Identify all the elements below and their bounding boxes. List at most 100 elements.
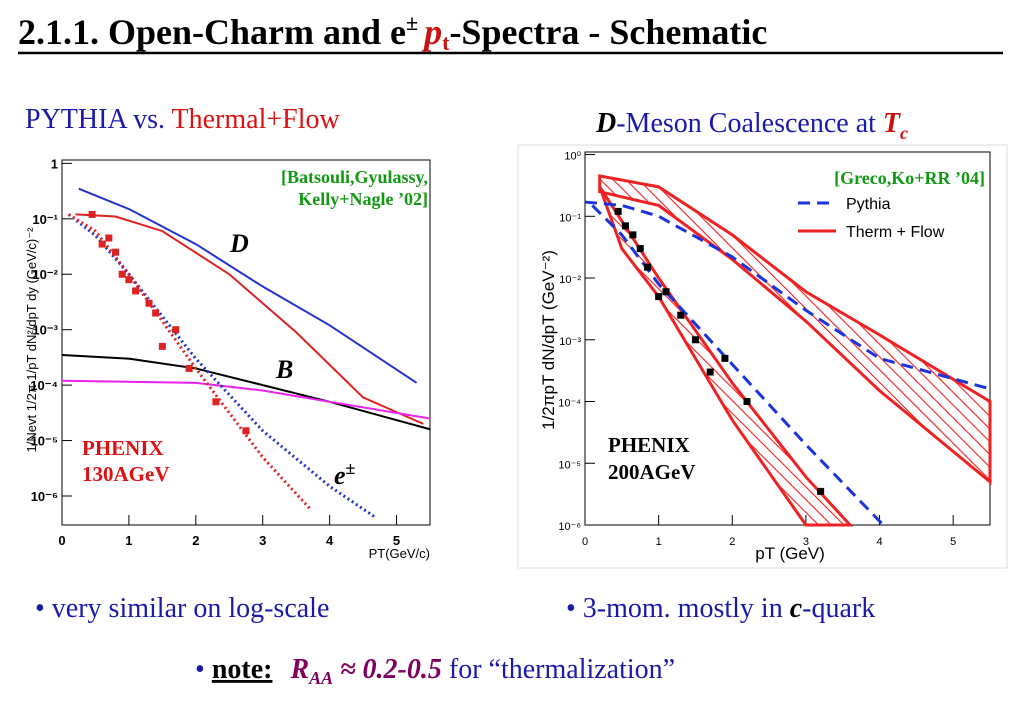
- slide-title: 2.1.1. Open-Charm and e± pt-Spectra - Sch…: [18, 10, 767, 55]
- data-point: [145, 299, 153, 307]
- curve: [67, 213, 311, 510]
- band: [598, 186, 854, 527]
- data-point: [98, 240, 106, 248]
- left-plot: 0 1 2 3 4 5 1 10⁻¹ 10⁻² 10⁻³ 10⁻⁴ 10⁻⁵ 10⁻⁶ PT(GeV/c)…: [24, 156, 431, 561]
- label-e: e: [334, 461, 346, 490]
- bullet: • very similar on log-scale: [35, 593, 329, 624]
- y-tick-label: 10⁻¹: [559, 212, 581, 224]
- curve: [61, 353, 431, 431]
- bullet: • 3-mom. mostly in c-quark: [566, 593, 875, 624]
- heading-t: T: [883, 108, 902, 139]
- right-heading: D-Meson Coalescence at Tc: [595, 108, 908, 143]
- right-figure: [517, 144, 1008, 569]
- data-point: [622, 222, 629, 230]
- reference: [Greco,Ko+RR ’04]: [834, 168, 985, 188]
- data-point: [158, 342, 166, 350]
- y-tick-label: 10⁻⁶: [31, 489, 58, 504]
- data-point: [242, 427, 250, 435]
- title-text: -Spectra - Schematic: [449, 12, 767, 52]
- title-text: 2.1.1. Open-Charm and e: [18, 12, 406, 52]
- title-sup: ±: [406, 10, 418, 35]
- heading-d: D: [595, 108, 616, 139]
- data-point: [636, 245, 644, 253]
- data-point: [185, 364, 193, 372]
- bullet: • note: RAA ≈ 0.2-0.5 for “thermalization…: [195, 654, 675, 688]
- y-tick-label: 10⁻⁵: [31, 434, 58, 449]
- x-tick-label: 4: [876, 536, 882, 548]
- plot-frame: [584, 151, 991, 526]
- x-tick-label: 5: [393, 533, 400, 548]
- bullet-text: •: [195, 654, 212, 685]
- data-point: [212, 398, 220, 406]
- data-point: [112, 248, 120, 256]
- y-tick-label: 10⁻³: [559, 336, 581, 348]
- y-tick-label: 10⁻²: [32, 267, 58, 282]
- curve-label: D: [229, 229, 249, 258]
- curve: [75, 213, 424, 425]
- legend-label: Therm + Flow: [846, 224, 945, 241]
- bullet-value: ≈ 0.2-0.5: [333, 654, 442, 685]
- bullet-text: • 3-mom. mostly in: [566, 593, 790, 624]
- x-axis-label: pT (GeV): [755, 544, 825, 563]
- data-point: [644, 263, 652, 271]
- experiment: 200AGeV: [608, 460, 696, 484]
- bullet-note: note:: [212, 654, 273, 685]
- left-figure: [15, 147, 452, 570]
- curve-label: B: [275, 355, 293, 384]
- y-tick-label: 10⁻⁴: [558, 398, 581, 410]
- experiment: PHENIX: [608, 433, 690, 457]
- band: [598, 174, 992, 486]
- bullet-c: c: [790, 593, 803, 624]
- data-point: [88, 210, 96, 218]
- x-tick-label: 5: [950, 536, 956, 548]
- experiment: PHENIX: [82, 436, 164, 460]
- data-point: [706, 368, 714, 376]
- data-point: [691, 336, 699, 344]
- x-tick-label: 2: [729, 536, 735, 548]
- x-tick-label: 0: [58, 533, 65, 548]
- bullet-text: -quark: [802, 593, 875, 624]
- curve: [584, 200, 991, 391]
- x-tick-label: 1: [125, 533, 132, 548]
- curve: [61, 379, 431, 420]
- bullet-sub: AA: [308, 668, 333, 688]
- curve: [591, 204, 885, 527]
- x-tick-label: 0: [582, 536, 588, 548]
- x-tick-label: 4: [326, 533, 334, 548]
- x-tick-label: 1: [656, 536, 662, 548]
- data-point: [721, 354, 729, 362]
- heading-text: -Meson Coalescence at: [616, 108, 883, 139]
- label-pm: ±: [346, 458, 356, 478]
- experiment: 130AGeV: [82, 462, 170, 486]
- data-point: [152, 309, 160, 317]
- x-tick-label: 2: [192, 533, 199, 548]
- y-axis-label: 1/2πpT dN/dpT (GeV⁻²): [539, 250, 558, 430]
- data-point: [172, 326, 180, 334]
- data-point: [132, 287, 140, 295]
- curve: [78, 187, 418, 384]
- data-point: [105, 234, 113, 242]
- y-tick-label: 10⁻⁵: [558, 459, 581, 471]
- left-heading: PYTHIA vs. Thermal+Flow: [25, 104, 341, 135]
- legend-label: Pythia: [846, 196, 891, 213]
- data-point: [125, 276, 133, 284]
- y-tick-label: 10⁻⁴: [30, 378, 58, 393]
- title-sub: t: [442, 30, 450, 55]
- y-tick-label: 10⁻⁶: [558, 521, 581, 533]
- data-point: [743, 398, 751, 406]
- reference: [Batsouli,Gyulassy,: [281, 167, 428, 187]
- data-point: [629, 231, 637, 239]
- data-point: [677, 311, 685, 319]
- heading-text: PYTHIA vs.: [25, 104, 172, 135]
- bullet-text: for “thermalization”: [442, 654, 675, 685]
- x-tick-label: 3: [803, 536, 809, 548]
- data-point: [817, 487, 825, 495]
- y-tick-label: 10⁰: [564, 151, 581, 163]
- y-tick-label: 10⁻³: [32, 323, 58, 338]
- data-point: [614, 207, 622, 215]
- data-point: [662, 288, 670, 296]
- plot-frame: [61, 159, 431, 526]
- heading-sub: c: [900, 123, 908, 143]
- data-point: [655, 293, 663, 301]
